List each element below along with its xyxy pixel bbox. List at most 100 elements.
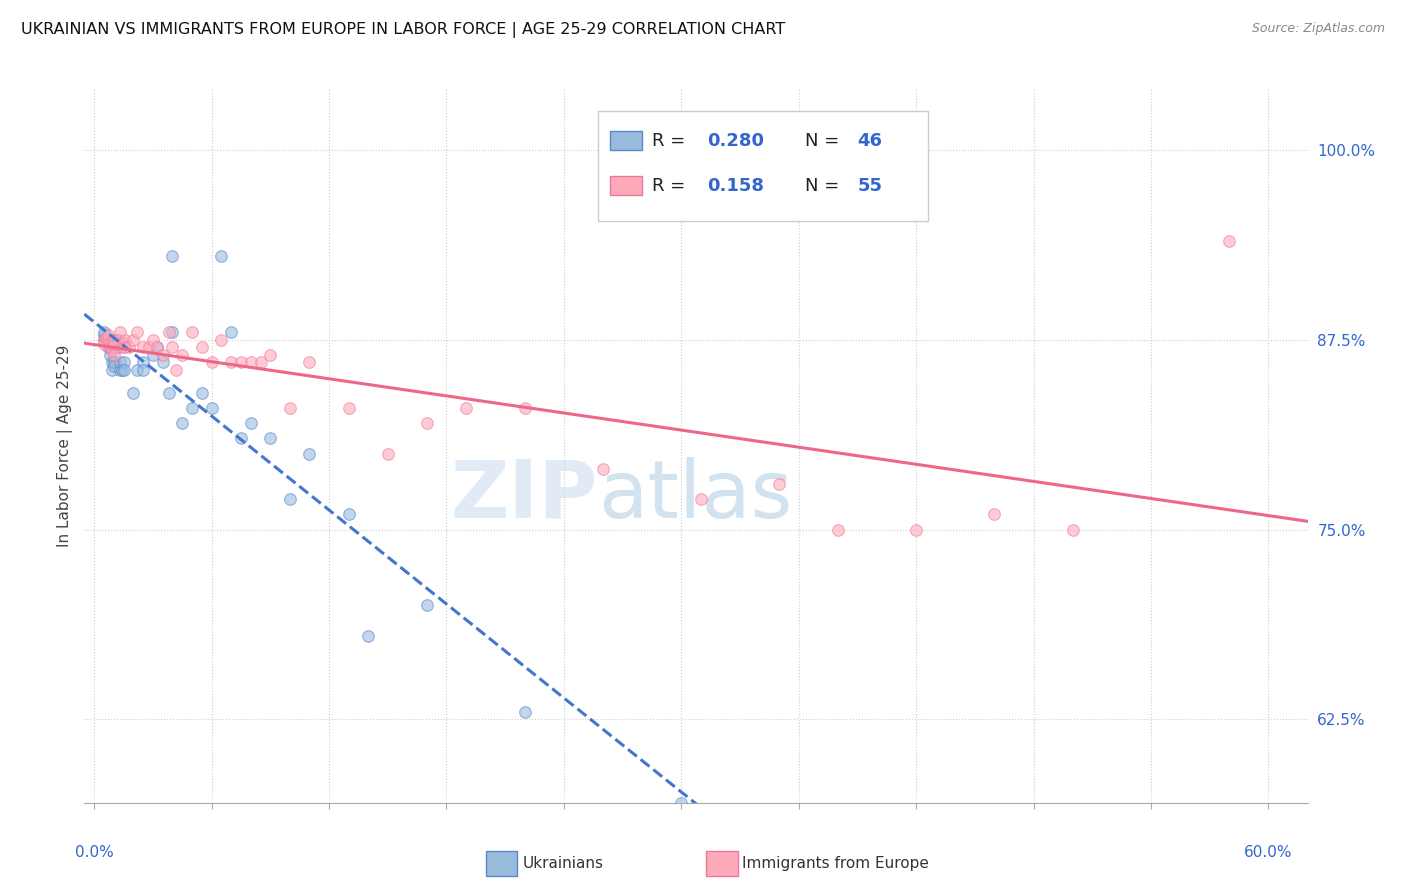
Point xyxy=(337,508,360,522)
Point xyxy=(146,340,169,354)
Point xyxy=(98,335,121,350)
Point xyxy=(259,431,281,445)
Point xyxy=(239,416,262,430)
Point xyxy=(93,333,115,347)
Point xyxy=(689,492,711,507)
Point xyxy=(142,348,165,362)
Point xyxy=(93,333,115,347)
Text: Ukrainians: Ukrainians xyxy=(522,856,603,871)
Point xyxy=(100,363,122,377)
Text: R =: R = xyxy=(652,132,690,150)
Point xyxy=(592,462,614,476)
Text: Source: ZipAtlas.com: Source: ZipAtlas.com xyxy=(1251,22,1385,36)
Point xyxy=(114,333,136,347)
Point xyxy=(191,385,214,400)
Point xyxy=(513,705,536,719)
Point xyxy=(229,431,252,445)
Text: 0.280: 0.280 xyxy=(707,132,763,150)
Point xyxy=(377,447,399,461)
Point xyxy=(108,355,131,369)
Point xyxy=(983,508,1005,522)
Point xyxy=(118,340,141,354)
Point xyxy=(162,249,184,263)
Point xyxy=(108,363,131,377)
Point xyxy=(278,492,301,507)
Point xyxy=(278,401,301,415)
Point xyxy=(172,416,194,430)
Text: N =: N = xyxy=(804,132,845,150)
Point xyxy=(110,363,132,377)
Text: 55: 55 xyxy=(858,177,883,194)
Point xyxy=(103,359,125,373)
Text: ZIP: ZIP xyxy=(451,457,598,535)
Point xyxy=(152,348,174,362)
Point xyxy=(209,249,232,263)
Point xyxy=(200,355,222,369)
FancyBboxPatch shape xyxy=(610,177,643,194)
Point xyxy=(513,401,536,415)
Point xyxy=(97,333,120,347)
FancyBboxPatch shape xyxy=(598,111,928,221)
Point xyxy=(100,355,122,369)
Text: atlas: atlas xyxy=(598,457,793,535)
Point xyxy=(98,340,121,354)
Point xyxy=(1062,523,1084,537)
Point xyxy=(298,355,321,369)
Point xyxy=(112,335,135,350)
Text: N =: N = xyxy=(804,177,845,194)
Point xyxy=(768,477,790,491)
Point xyxy=(97,340,120,354)
Point xyxy=(127,363,149,377)
Point xyxy=(132,355,155,369)
FancyBboxPatch shape xyxy=(485,851,517,876)
Text: UKRAINIAN VS IMMIGRANTS FROM EUROPE IN LABOR FORCE | AGE 25-29 CORRELATION CHART: UKRAINIAN VS IMMIGRANTS FROM EUROPE IN L… xyxy=(21,22,786,38)
Point xyxy=(98,348,121,362)
Point xyxy=(93,325,115,339)
Text: 46: 46 xyxy=(858,132,883,150)
Point xyxy=(112,355,135,369)
Point xyxy=(98,337,121,351)
Point xyxy=(103,348,125,362)
Point xyxy=(454,401,477,415)
Point xyxy=(138,340,160,354)
Point xyxy=(122,385,145,400)
Point xyxy=(249,355,271,369)
Text: R =: R = xyxy=(652,177,690,194)
Point xyxy=(671,796,693,810)
Point xyxy=(100,343,122,358)
Point xyxy=(112,363,135,377)
Point xyxy=(905,523,928,537)
Point xyxy=(94,331,117,345)
Text: 0.158: 0.158 xyxy=(707,177,763,194)
Point xyxy=(209,333,232,347)
Point xyxy=(157,325,180,339)
Point xyxy=(114,340,136,354)
Point xyxy=(165,363,187,377)
Text: 60.0%: 60.0% xyxy=(1244,846,1292,860)
Point xyxy=(103,340,125,354)
Point xyxy=(219,325,242,339)
Point xyxy=(122,333,145,347)
Point xyxy=(239,355,262,369)
FancyBboxPatch shape xyxy=(610,131,643,150)
Point xyxy=(110,340,132,354)
Point xyxy=(107,333,129,347)
Point xyxy=(103,340,125,354)
Point xyxy=(219,355,242,369)
Point xyxy=(200,401,222,415)
Point xyxy=(132,340,155,354)
Point xyxy=(259,348,281,362)
Point xyxy=(107,340,129,354)
Point xyxy=(162,325,184,339)
Point xyxy=(337,401,360,415)
Point xyxy=(181,325,204,339)
Text: 0.0%: 0.0% xyxy=(75,846,114,860)
Point xyxy=(157,385,180,400)
Point xyxy=(93,337,115,351)
Point xyxy=(229,355,252,369)
Point xyxy=(416,599,439,613)
Point xyxy=(146,340,169,354)
Point xyxy=(152,355,174,369)
Y-axis label: In Labor Force | Age 25-29: In Labor Force | Age 25-29 xyxy=(58,345,73,547)
Point xyxy=(107,333,129,347)
